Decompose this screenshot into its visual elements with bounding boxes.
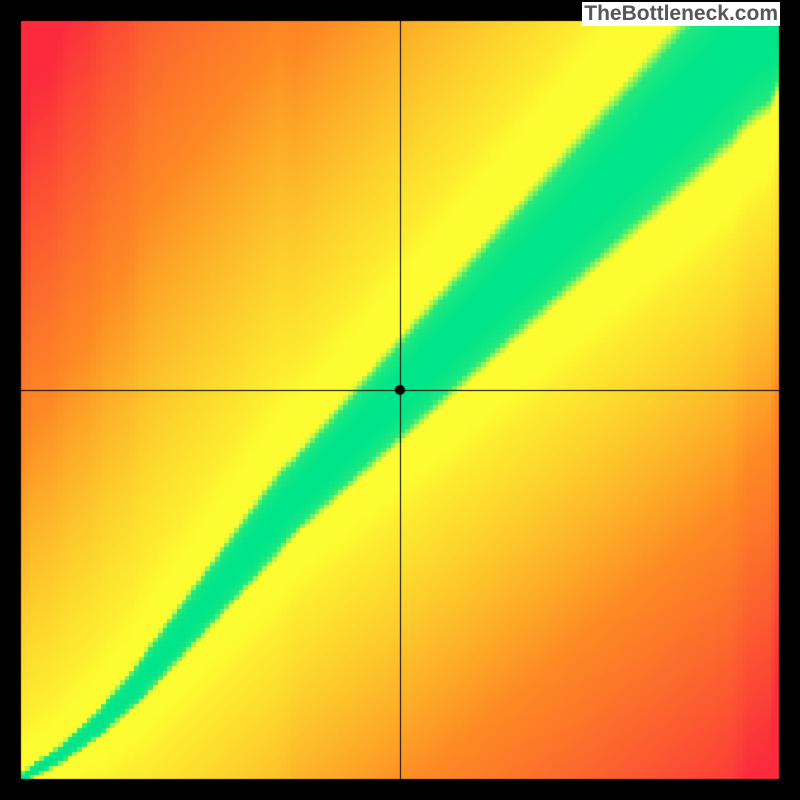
watermark: TheBottleneck.com <box>582 2 780 26</box>
heatmap-canvas <box>0 0 800 800</box>
chart-container: TheBottleneck.com <box>0 0 800 800</box>
